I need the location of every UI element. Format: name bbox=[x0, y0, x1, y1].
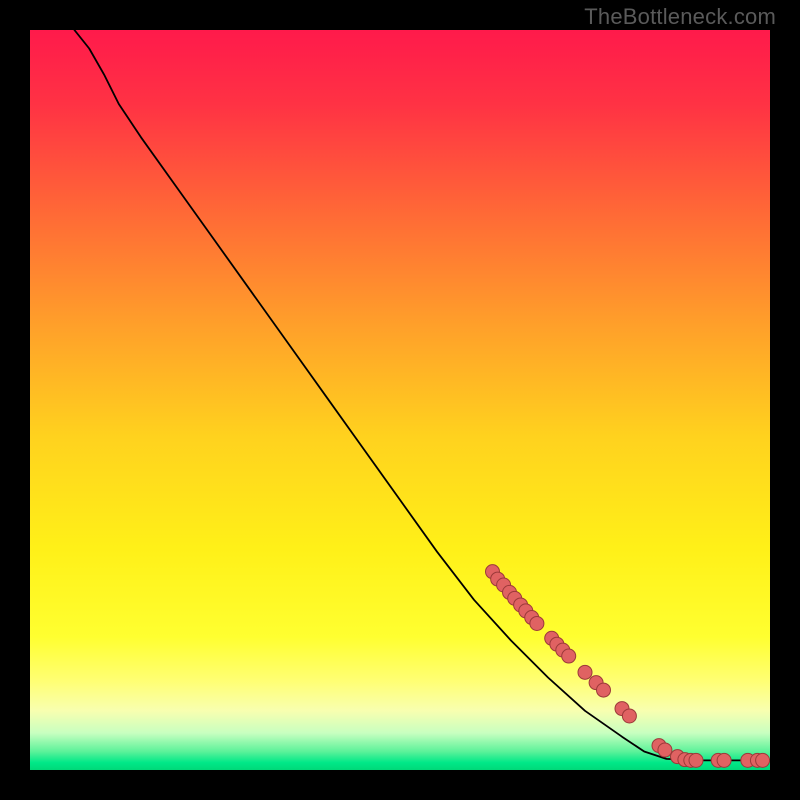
chart-marker bbox=[578, 665, 592, 679]
chart-markers bbox=[486, 565, 770, 768]
chart-marker bbox=[689, 753, 703, 767]
chart-curve bbox=[74, 30, 770, 760]
chart-marker bbox=[756, 753, 770, 767]
chart-marker bbox=[622, 709, 636, 723]
chart-marker bbox=[658, 743, 672, 757]
chart-marker bbox=[562, 649, 576, 663]
chart-overlay bbox=[30, 30, 770, 770]
chart-marker bbox=[530, 616, 544, 630]
chart-marker bbox=[597, 683, 611, 697]
watermark-text: TheBottleneck.com bbox=[584, 4, 776, 30]
chart-marker bbox=[717, 753, 731, 767]
plot-area bbox=[30, 30, 770, 770]
